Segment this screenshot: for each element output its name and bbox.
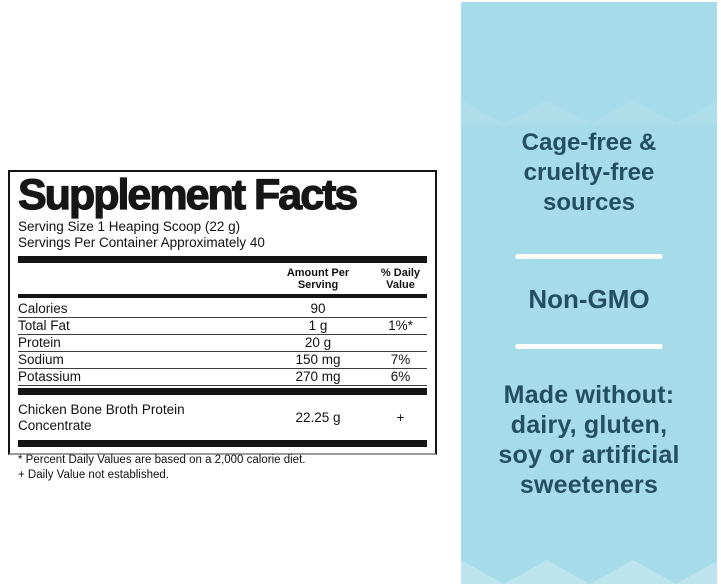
table-row: Protein 20 g (18, 335, 427, 352)
amount-per-serving-header: Amount Per Serving (286, 267, 350, 291)
nutrient-dv: 6% (390, 369, 411, 384)
benefits-panel: Cage-free & cruelty-free sources Non-GMO… (461, 2, 717, 584)
serving-size-text: Serving Size 1 Heaping Scoop (22 g) (18, 219, 241, 234)
nutrient-amount: 20 g (304, 335, 332, 350)
claim-non-gmo: Non-GMO (528, 284, 650, 314)
chevron-pattern-icon (461, 100, 717, 124)
separator-bar (18, 388, 427, 395)
separator-bar (18, 294, 427, 298)
nutrient-name: Protein (18, 335, 61, 350)
supplement-facts-label: Supplement Facts Serving Size 1 Heaping … (8, 170, 437, 481)
servings-per-container-text: Servings Per Container Approximately 40 (18, 235, 265, 250)
table-row: Calories 90 (18, 301, 427, 318)
table-header-row: Amount Per Serving % Daily Value (18, 263, 427, 294)
nutrient-amount: 1 g (308, 318, 328, 333)
divider (515, 344, 663, 349)
separator-bar (18, 256, 427, 263)
footnotes: * Percent Daily Values are based on a 2,… (18, 447, 427, 482)
daily-value-header: % Daily Value (380, 267, 421, 291)
claim-cage-free: Cage-free & cruelty-free sources (521, 129, 657, 216)
chevron-pattern-icon (461, 560, 717, 584)
nutrient-name: Sodium (18, 352, 64, 367)
footnote-dv-not-established: + Daily Value not established. (18, 468, 169, 481)
nutrient-dv: 1%* (388, 318, 413, 333)
nutrient-amount: 270 mg (295, 369, 341, 384)
label-title: Supplement Facts (17, 171, 359, 219)
nutrient-amount: 150 mg (295, 352, 341, 367)
ingredient-dv: + (396, 410, 405, 425)
table-row: Sodium 150 mg 7% (18, 352, 427, 369)
ingredient-row: Chicken Bone Broth Protein Concentrate 2… (18, 395, 427, 440)
separator-bar (18, 440, 427, 447)
divider (515, 254, 663, 259)
nutrient-amount: 90 (310, 301, 326, 316)
nutrient-name: Total Fat (18, 318, 70, 333)
claim-made-without: Made without: dairy, gluten, soy or arti… (498, 381, 680, 499)
table-row: Potassium 270 mg 6% (18, 369, 427, 386)
footnote-daily-values: * Percent Daily Values are based on a 2,… (18, 454, 306, 466)
nutrient-name: Potassium (18, 369, 82, 384)
table-row: Total Fat 1 g 1%* (18, 318, 427, 335)
ingredient-amount: 22.25 g (295, 410, 341, 425)
ingredient-name: Chicken Bone Broth Protein Concentrate (18, 402, 185, 433)
nutrient-name: Calories (18, 301, 68, 316)
nutrient-dv: 7% (390, 352, 411, 367)
